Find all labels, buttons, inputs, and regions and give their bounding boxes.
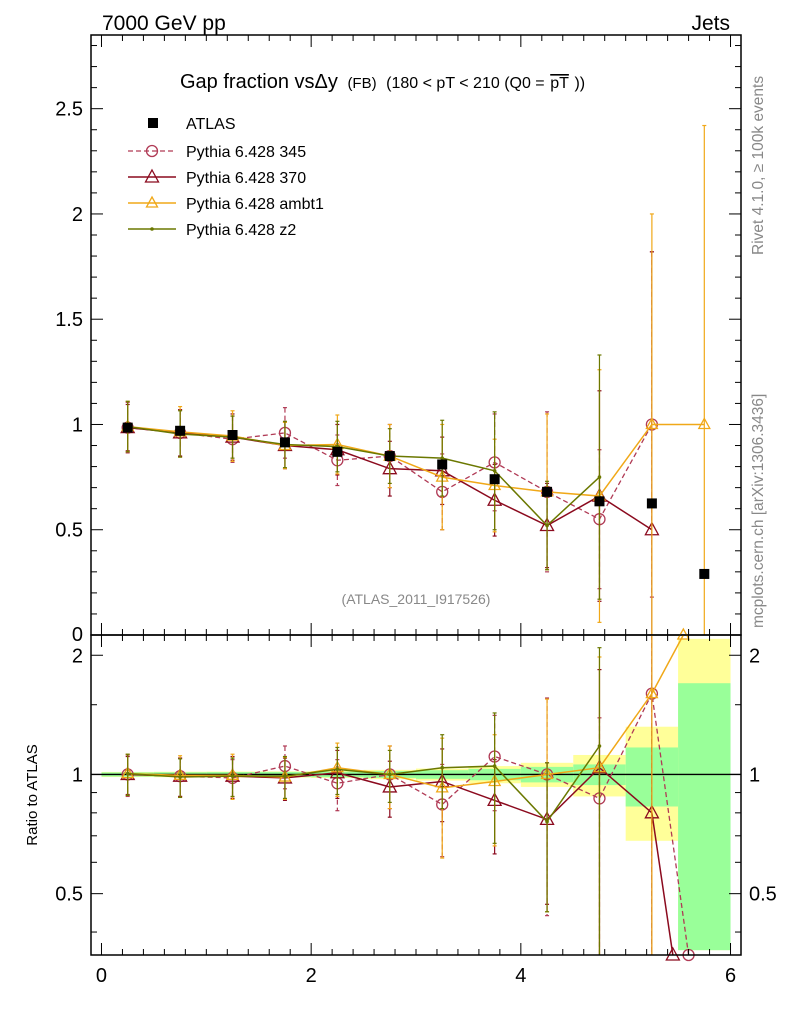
legend-ambt1-marker	[145, 195, 159, 208]
ratio-y-tick-label-right: 1	[749, 764, 760, 786]
ratio-z2-line	[127, 745, 601, 823]
ratio-z2-marker	[283, 774, 287, 778]
ratio-x-tick-label: 0	[96, 965, 107, 987]
main-z2-marker	[440, 456, 445, 460]
ratio-345-line	[127, 691, 690, 956]
ratio-370-marker	[665, 946, 681, 961]
legend-345-marker	[145, 144, 159, 158]
legend-z2-label: Pythia 6.428 z2	[186, 222, 296, 239]
mcplots-credit-label: mcplots.cern.ch [arXiv:1306.3436]	[750, 394, 767, 628]
ratio-ambt1-marker	[676, 627, 690, 640]
legend-ambt1-label: Pythia 6.428 ambt1	[186, 196, 324, 213]
main-plot-data-layer	[120, 124, 711, 635]
legend-atlas-marker	[148, 118, 158, 128]
ratio-ambt1-line	[127, 634, 684, 789]
ratio-y-tick-label-left: 1	[72, 764, 83, 786]
ratio-z2-marker	[125, 771, 130, 776]
ratio-z2-marker	[335, 767, 340, 772]
main-atlas-point	[384, 451, 395, 462]
main-y-tick-label: 2	[72, 204, 83, 226]
ratio-green-band	[678, 683, 731, 951]
ratio-x-tick-label: 4	[515, 965, 526, 987]
main-y-tick-label: 0.5	[55, 520, 83, 542]
legend-atlas-label: ATLAS	[186, 116, 236, 133]
ratio-y-tick-label-left: 2	[72, 645, 83, 667]
plot-title: Gap fraction vsΔy (FB) (180 < pT < 210 (…	[180, 71, 585, 93]
main-y-tick-label: 1	[72, 414, 83, 436]
analysis-id-watermark: (ATLAS_2011_I917526)	[342, 591, 491, 607]
ratio-uncertainty-bands	[101, 638, 731, 951]
main-atlas-point	[646, 498, 657, 509]
ratio-y-tick-label-right: 0.5	[749, 884, 777, 906]
main-z2-marker	[492, 468, 497, 473]
main-atlas-point	[175, 425, 186, 436]
header-energy-label: 7000 GeV pp	[102, 12, 226, 35]
main-y-tick-label: 1.5	[55, 309, 83, 331]
main-z2-line	[127, 425, 600, 527]
legend: ATLAS Pythia 6.428 345 Pythia 6.428 370 …	[128, 116, 324, 239]
main-z2-marker	[597, 475, 602, 479]
main-ambt1-marker	[697, 417, 711, 430]
ratio-plot-data-layer	[91, 627, 741, 962]
main-atlas-point	[122, 422, 133, 433]
ratio-x-tick-label: 2	[306, 965, 317, 987]
legend-z2-marker	[150, 227, 154, 231]
plot-title-close: ))	[574, 75, 585, 92]
ratio-z2-marker	[178, 775, 182, 779]
main-plot-axes: 0.5 1 1.5 2 2.5 0	[55, 34, 742, 646]
ratio-plot-panel: 0.5 0.51 12 20 2 4 6 Ratio to ATLAS	[24, 627, 777, 987]
main-ambt1-marker	[645, 417, 659, 430]
ratio-z2-marker	[230, 774, 235, 778]
ratio-y-tick-label-right: 2	[749, 645, 760, 667]
main-atlas-point	[594, 496, 605, 507]
header-jets-label: Jets	[691, 12, 730, 35]
main-345-line	[127, 424, 653, 521]
main-atlas-point	[699, 568, 710, 579]
ratio-y-tick-label-left: 0.5	[55, 884, 83, 906]
legend-370-marker	[144, 168, 160, 183]
main-plot-panel: 0.5 1 1.5 2 2.5 0 Gap fraction vsΔy (FB) (180…	[55, 34, 742, 646]
main-y-tick-label-zero: 0	[72, 624, 83, 646]
plot-title-small: (FB)	[347, 75, 376, 92]
ratio-ambt1-marker	[645, 686, 659, 699]
main-atlas-point	[279, 437, 290, 448]
ratio-axis-label: Ratio to ATLAS	[24, 744, 41, 845]
main-z2-marker	[545, 523, 549, 528]
main-atlas-point	[437, 459, 448, 470]
legend-370-label: Pythia 6.428 370	[186, 170, 306, 187]
ratio-z2-marker	[492, 764, 497, 768]
main-atlas-point	[332, 446, 343, 457]
legend-345-label: Pythia 6.428 345	[186, 144, 306, 161]
ratio-x-tick-label: 6	[725, 965, 736, 987]
rivet-version-label: Rivet 4.1.0, ≥ 100k events	[750, 76, 767, 255]
plot-title-tail: (180 < pT < 210 (Q0 =	[386, 75, 544, 92]
ratio-z2-marker	[440, 765, 445, 770]
main-atlas-point	[489, 474, 500, 485]
ratio-z2-marker	[597, 744, 602, 748]
ratio-z2-marker	[545, 819, 549, 824]
main-atlas-point	[542, 486, 553, 497]
plot-title-main: Gap fraction vsΔy	[180, 71, 338, 93]
main-atlas-point	[227, 430, 238, 440]
plot-title-overline: pT	[550, 75, 569, 92]
main-y-tick-label: 2.5	[55, 99, 83, 121]
ratio-plot-axes: 0.5 0.5 1 1 2 2 0 2 4 6	[55, 634, 777, 987]
ratio-z2-marker	[387, 772, 392, 777]
main-ambt1-line	[127, 423, 705, 497]
